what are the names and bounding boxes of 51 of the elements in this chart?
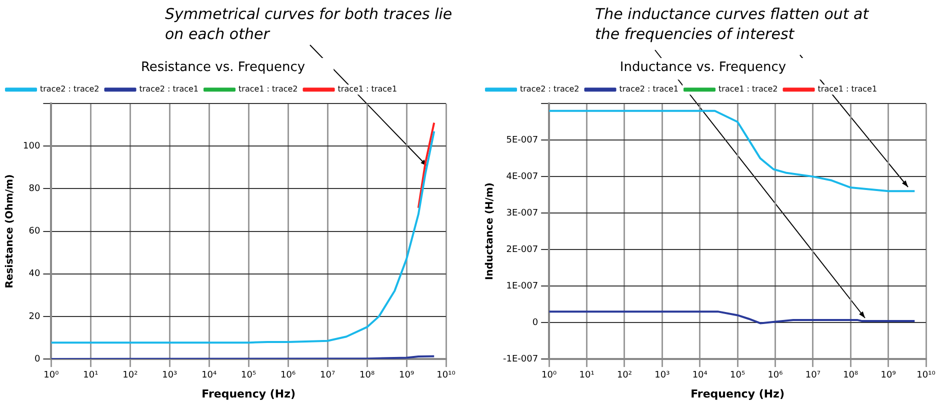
x-tick-label: 10⁰ [542, 370, 558, 381]
x-tick-label: 10⁹ [880, 370, 896, 381]
x-tick-label: 10⁵ [730, 370, 746, 381]
y-tick-label: 0 [34, 354, 40, 364]
text: Symmetrical curves for both traces lie on each other [165, 4, 454, 44]
legend-label: trace2 : trace2 [520, 84, 580, 94]
x-tick-label: 10⁸ [843, 370, 859, 381]
y-tick-label: 100 [22, 142, 40, 152]
x-tick-label: 10² [616, 370, 632, 381]
x-tick-label: 10¹⁰ [916, 370, 936, 381]
x-tick-label: 10⁹ [398, 370, 414, 381]
y-tick-label: 40 [28, 269, 40, 280]
x-axis-title: Frequency (Hz) [202, 387, 296, 400]
y-tick-label: 1E-007 [506, 281, 538, 292]
y-tick-label: 3E-007 [506, 208, 538, 218]
y-tick-label: 80 [28, 184, 40, 194]
legend-label: trace1 : trace1 [338, 84, 398, 94]
legend-label: trace1 : trace1 [818, 84, 878, 94]
x-tick-label: 10³ [654, 370, 670, 381]
x-tick-label: 10⁴ [692, 370, 708, 381]
y-tick-label: 20 [28, 312, 40, 322]
y-tick-label: 4E-007 [506, 172, 538, 182]
legend-label: trace2 : trace1 [139, 84, 199, 94]
text: The inductance curves flatten out at the frequencies of interest [595, 4, 870, 44]
y-tick-label: -1E-007 [502, 354, 538, 364]
legend-label: trace1 : trace2 [238, 84, 298, 94]
x-tick-label: 10⁶ [768, 370, 784, 381]
x-tick-label: 10¹⁰ [436, 370, 456, 381]
legend-label: trace2 : trace2 [40, 84, 100, 94]
chart-title: Inductance vs. Frequency [620, 60, 786, 76]
chart-title: Resistance vs. Frequency [140, 60, 306, 76]
y-tick-label: 60 [28, 226, 40, 237]
legend-label: trace2 : trace1 [619, 84, 679, 94]
x-tick-label: 10² [122, 370, 138, 381]
x-tick-label: 10⁷ [320, 370, 336, 381]
x-tick-label: 10⁶ [280, 370, 296, 381]
x-tick-label: 10⁸ [360, 370, 375, 381]
x-axis-title: Frequency (Hz) [690, 387, 784, 400]
y-tick-label: 2E-007 [506, 244, 538, 255]
x-tick-label: 10⁵ [241, 370, 257, 381]
x-tick-label: 10⁴ [202, 370, 218, 381]
x-tick-label: 10³ [162, 370, 178, 381]
y-axis-title: Resistance (Ohm/m) [4, 174, 16, 288]
y-tick-label: 0 [532, 318, 538, 328]
x-tick-label: 10¹ [83, 370, 99, 381]
y-tick-label: 5E-007 [506, 135, 538, 146]
x-tick-label: 10⁰ [44, 370, 60, 381]
legend-label: trace1 : trace2 [718, 84, 778, 94]
x-tick-label: 10¹ [579, 370, 595, 381]
y-axis-title: Inductance (H/m) [484, 182, 496, 280]
x-tick-label: 10⁷ [805, 370, 821, 381]
